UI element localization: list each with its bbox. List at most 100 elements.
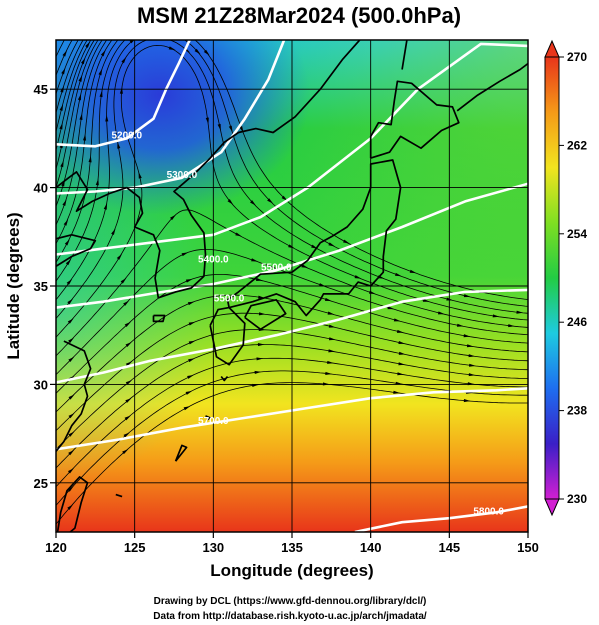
- x-axis-ticks: 120 125 130 135 140 145 150: [45, 532, 539, 555]
- cold-core: [56, 40, 310, 215]
- lat-lon-grid: [56, 40, 528, 532]
- streamline-arrow-8-1: [123, 300, 130, 306]
- streamline-arrow-14-0: [64, 239, 70, 246]
- streamline-arrow-0-0: [67, 504, 74, 510]
- y-tick-label-1: 30: [34, 377, 48, 392]
- contour-labels: 5200.0 5300.0 5400.0 5500.0 5800.0 5500.0 5700…: [112, 130, 505, 517]
- x-tick-label-2: 130: [202, 540, 224, 555]
- streamline-arrow-7-4: [324, 297, 332, 301]
- streamline-arrow-13-4: [203, 49, 210, 56]
- x-axis-label: Longitude (degrees): [210, 561, 373, 580]
- colorbar-scale: [544, 56, 560, 500]
- contour-label-5: 5500.0: [261, 262, 292, 273]
- streamline-arrow-16-1: [79, 113, 83, 120]
- streamline-arrow-4-2: [188, 340, 196, 345]
- streamline-arrow-6-5: [396, 329, 404, 333]
- streamline-arrow-15-1: [82, 133, 87, 141]
- streamline-arrow-8-0: [68, 356, 75, 362]
- streamline-arrow-3-0: [68, 449, 75, 456]
- streamline-arrow-21-1: [91, 27, 96, 33]
- streamline-arrow-7-2: [185, 279, 193, 283]
- contour-label-1: 5300.0: [167, 170, 198, 181]
- streamline-arrow-10-3: [119, 87, 123, 94]
- streamline-arrow-4-4: [328, 337, 336, 341]
- y-tick-label-0: 25: [34, 476, 48, 491]
- streamline-arrow-9-1: [120, 277, 127, 284]
- streamline-arrow-11-0: [67, 298, 74, 305]
- streamline-2: [56, 357, 528, 487]
- coastline-5: [456, 62, 528, 112]
- streamline-arrow-1-3: [254, 370, 262, 375]
- streamline-arrow-7-3: [256, 277, 263, 281]
- streamline-arrow-14-2: [98, 68, 103, 76]
- contour-5700: [56, 387, 528, 451]
- y-tick-label-2: 35: [34, 279, 48, 294]
- streamline-arrow-21-0: [59, 104, 64, 111]
- streamline-arrow-5-5: [398, 341, 406, 345]
- streamline-17: [56, 40, 103, 207]
- contour-5600: [56, 288, 528, 384]
- streamline-arrow-17-1: [77, 93, 82, 101]
- streamline-arrow-11-6: [250, 200, 256, 206]
- contour-label-2: 5400.0: [198, 254, 229, 265]
- streamline-19: [56, 40, 95, 170]
- colorbar-tick-label-3: 246: [567, 315, 587, 329]
- streamline-4: [56, 329, 528, 450]
- streamline-arrow-10-6: [227, 199, 234, 205]
- streamline-arrow-10-1: [116, 253, 123, 260]
- map-title: MSM 21Z28Mar2024 (500.0hPa): [137, 3, 461, 28]
- streamline-arrow-11-10: [516, 310, 524, 314]
- streamline-arrow-1-1: [123, 432, 130, 438]
- streamline-arrow-11-2: [117, 141, 121, 149]
- plot-area: 5200.0 5300.0 5400.0 5500.0 5800.0 5500.0 5700…: [56, 27, 528, 532]
- colorbar-max-arrow: [544, 39, 560, 58]
- coastline-11: [56, 476, 89, 532]
- colorbar-ticks: 270 262 254 246 238 230: [559, 50, 587, 506]
- streamline-arrow-9-6: [437, 311, 445, 315]
- streamline-arrow-12-3: [129, 40, 135, 44]
- streamline-arrow-9-7: [508, 324, 515, 328]
- streamline-arrow-9-2: [170, 214, 176, 221]
- contour-label-3: 5500.0: [214, 294, 245, 305]
- colorbar-tick-label-0: 270: [567, 50, 587, 64]
- coastline-13: [205, 415, 212, 421]
- streamline-arrow-12-9: [463, 294, 471, 298]
- streamline-arrow-1-2: [185, 390, 193, 395]
- streamline-arrow-16-0: [62, 199, 67, 207]
- credit-line-1: Drawing by DCL (https://www.gfd-dennou.o…: [154, 596, 427, 607]
- y-axis-ticks: 25 30 35 40 45: [34, 82, 56, 491]
- streamline-arrow-13-7: [343, 239, 350, 244]
- streamline-arrow-2-4: [327, 360, 334, 364]
- streamline-arrow-4-1: [125, 380, 133, 385]
- coastline-15: [115, 493, 123, 498]
- x-tick-label-1: 125: [124, 540, 146, 555]
- streamline-arrow-5-1: [125, 361, 133, 367]
- y-axis-label: Latitude (degrees): [4, 212, 23, 359]
- streamline-arrow-8-3: [251, 258, 258, 262]
- coastline-14: [220, 375, 229, 382]
- streamline-3: [56, 344, 528, 469]
- streamline-arrow-11-1: [111, 228, 116, 236]
- coastline-4: [401, 40, 408, 70]
- x-tick-label-0: 120: [45, 540, 67, 555]
- coastlines: [56, 40, 528, 532]
- streamline-arrow-8-6: [456, 323, 464, 327]
- streamline-arrow-10-10: [492, 314, 500, 318]
- streamline-arrow-14-1: [88, 155, 92, 163]
- contour-5500: [56, 182, 528, 309]
- streamline-arrow-5-3: [258, 312, 266, 316]
- streamline-arrow-23-0: [61, 67, 66, 75]
- streamline-14: [56, 40, 119, 263]
- streamline-arrow-6-6: [466, 344, 474, 348]
- streamline-arrow-0-1: [122, 449, 129, 455]
- coastline-2: [226, 159, 402, 317]
- streamline-15: [56, 40, 113, 244]
- streamline-arrow-3-1: [125, 398, 132, 403]
- streamline-arrow-12-0: [66, 278, 73, 285]
- streamline-arrow-15-2: [100, 49, 106, 57]
- streamline-24: [56, 40, 73, 76]
- streamline-arrow-18-0: [60, 160, 64, 168]
- x-tick-label-6: 150: [517, 540, 539, 555]
- y-tick-label-4: 45: [34, 82, 48, 97]
- streamline-arrow-2-3: [256, 357, 264, 361]
